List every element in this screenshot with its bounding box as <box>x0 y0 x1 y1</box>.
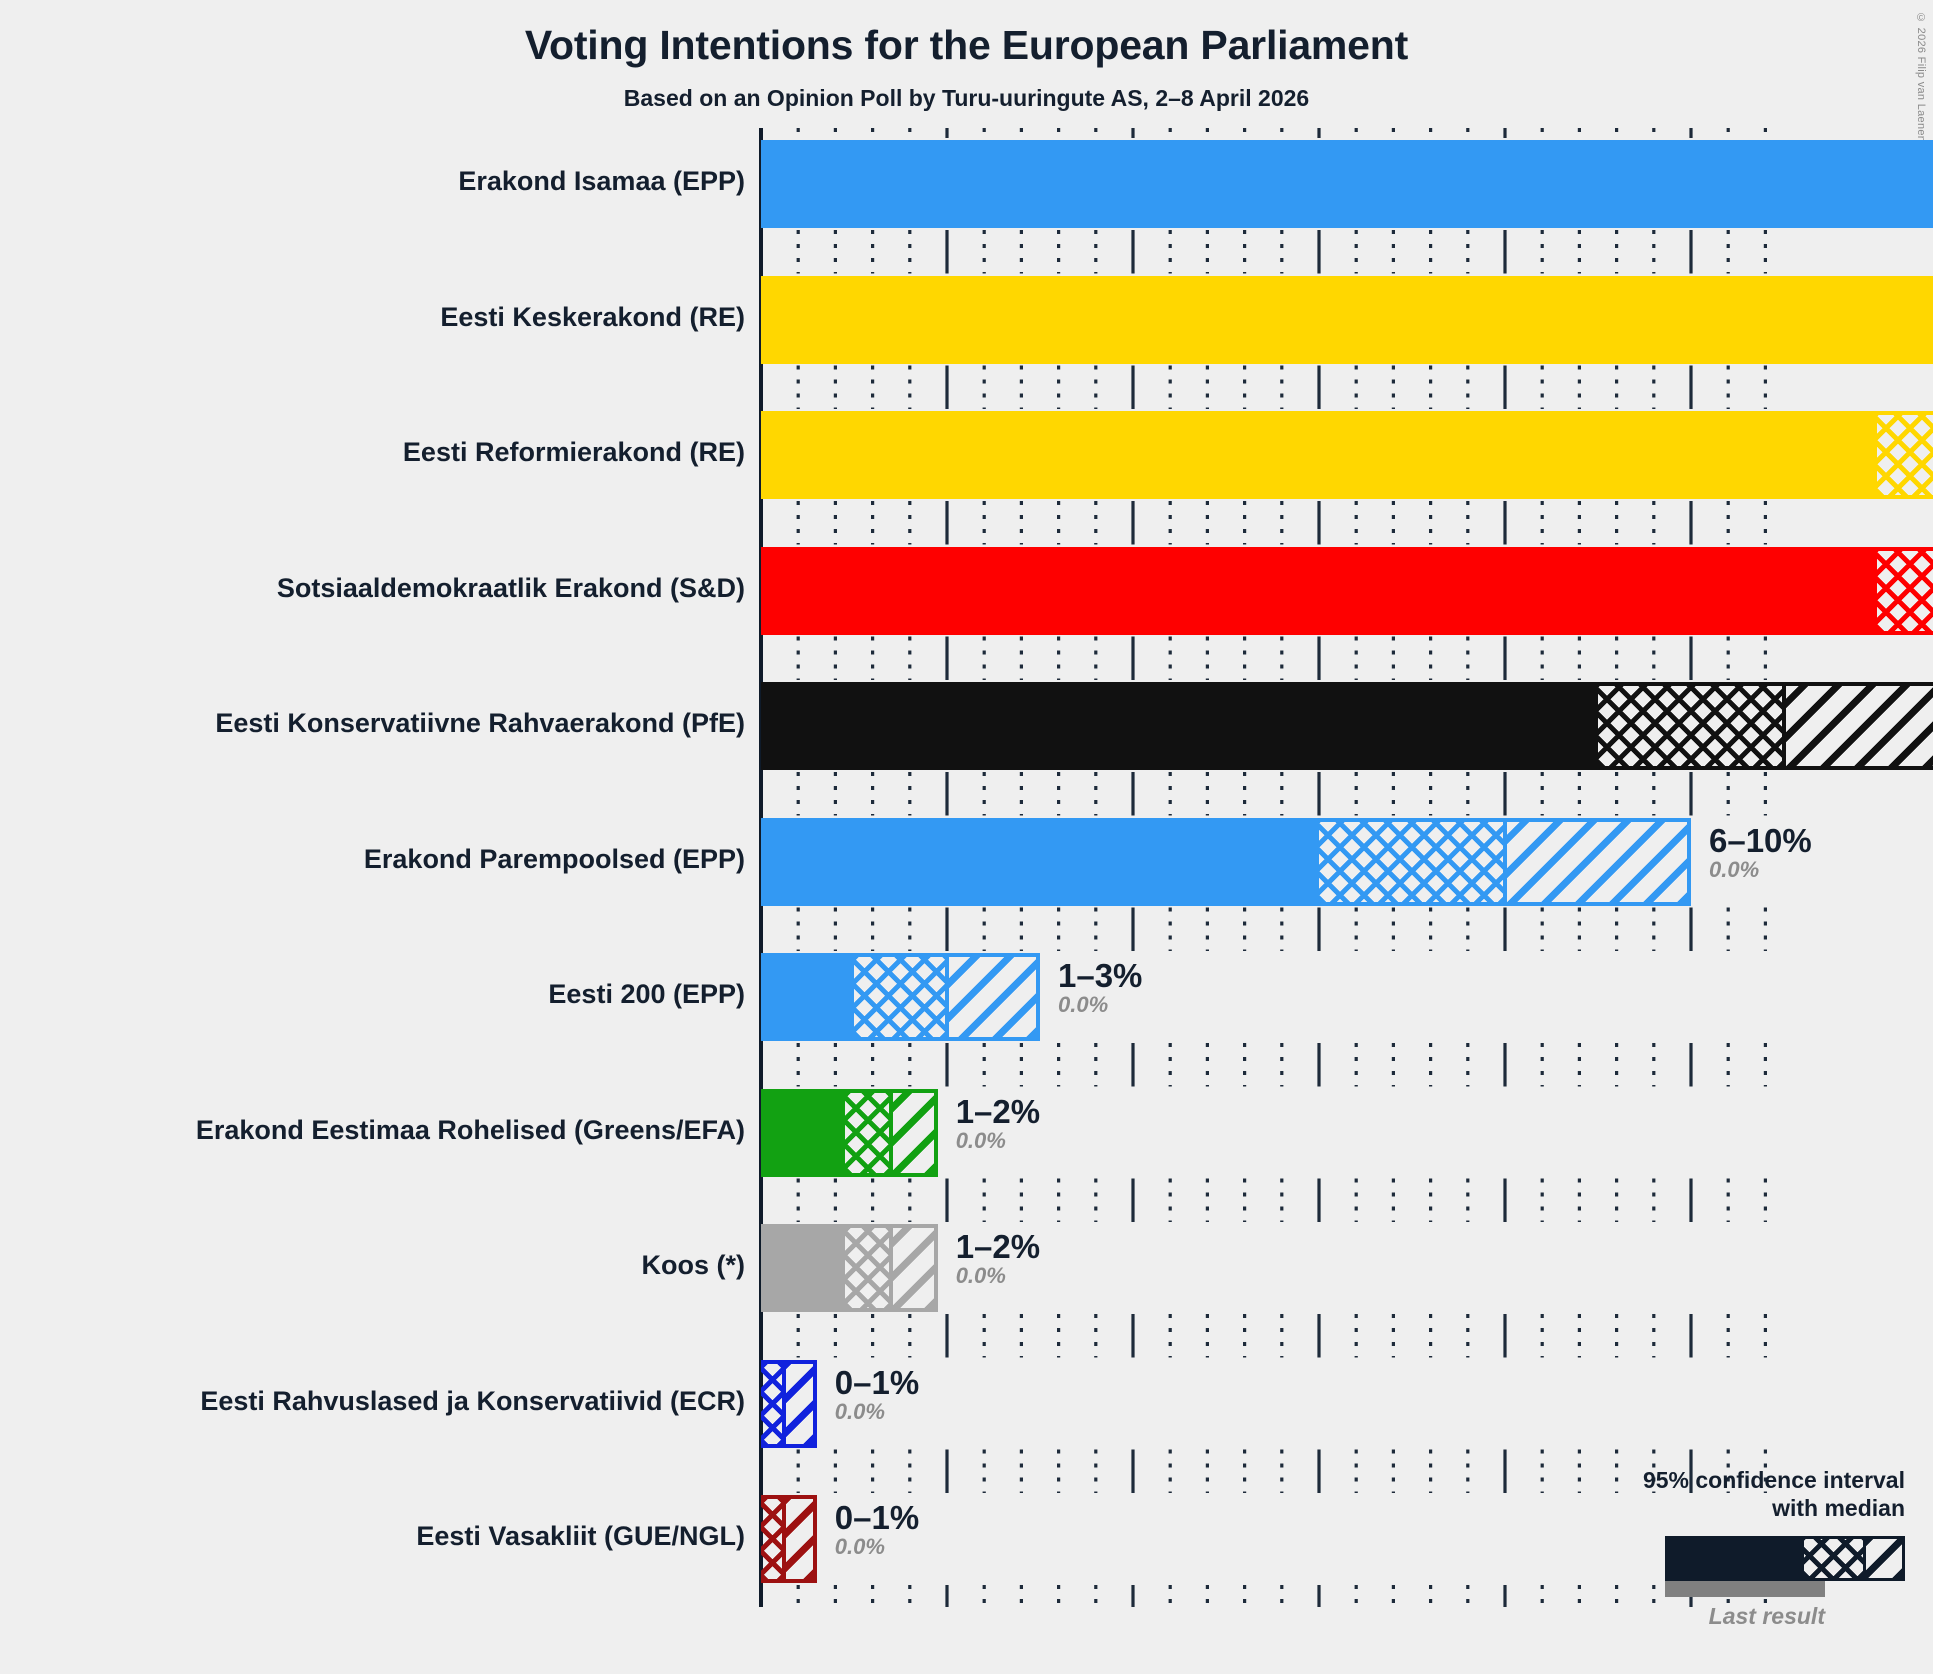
bar-solid-segment <box>761 275 1933 364</box>
legend-crosshatch-segment <box>1801 1539 1863 1578</box>
bar-value-group: 1–3% 0.0% <box>1058 959 1142 1018</box>
bar-diagonal-segment <box>891 1224 938 1312</box>
bar-solid-segment <box>761 140 1933 228</box>
bar-0 <box>761 140 1933 228</box>
bar-label-3: Sotsiaaldemokraatlik Erakond (S&D) <box>276 572 745 603</box>
bar-label-1: Eesti Keskerakond (RE) <box>440 301 745 332</box>
bar-9 <box>761 1359 817 1448</box>
bar-5 <box>761 817 1691 906</box>
bar-3 <box>761 546 1933 635</box>
bar-range-value: 0–1% <box>834 1499 920 1536</box>
median-marker <box>1782 682 1786 770</box>
bar-value-group: 1–2% 0.0% <box>956 1230 1040 1289</box>
median-marker <box>889 1224 894 1312</box>
bar-value-group: 0–1% 0.0% <box>835 1366 919 1425</box>
bar-solid-segment <box>761 1224 845 1312</box>
legend-line-2: with median <box>1772 1494 1905 1521</box>
bar-label-6: Eesti 200 (EPP) <box>548 979 745 1009</box>
bar-range-value: 0–1% <box>834 1363 920 1401</box>
bar-range-value: 1–2% <box>955 1228 1041 1265</box>
bar-crosshatch-segment <box>1877 411 1933 499</box>
chart-legend: 95% confidence interval with median Last… <box>1485 1466 1905 1630</box>
bar-crosshatch-segment <box>844 1088 892 1177</box>
bar-6 <box>761 953 1040 1041</box>
bar-crosshatch-segment <box>844 1224 892 1312</box>
bar-crosshatch-segment <box>761 1495 785 1583</box>
bar-label-8: Koos (*) <box>641 1250 746 1280</box>
legend-line-1: 95% confidence interval <box>1642 1466 1905 1493</box>
bar-solid-segment <box>761 1088 845 1177</box>
bar-last-result-value: 0.0% <box>834 1398 885 1424</box>
bar-7 <box>761 1088 938 1177</box>
bar-label-2: Eesti Reformierakond (RE) <box>402 437 745 467</box>
bar-10 <box>761 1495 817 1583</box>
bar-2 <box>761 411 1933 499</box>
legend-solid-segment <box>1668 1539 1801 1578</box>
bar-4 <box>761 682 1933 770</box>
bar-diagonal-segment <box>1505 817 1691 906</box>
bar-label-7: Erakond Eestimaa Rohelised (Greens/EFA) <box>195 1114 745 1145</box>
bar-last-result-value: 0.0% <box>834 1534 885 1559</box>
bar-last-result-value: 0.0% <box>955 1263 1006 1288</box>
bar-8 <box>761 1224 938 1312</box>
bar-label-0: Erakond Isamaa (EPP) <box>458 166 745 196</box>
bar-value-group: 6–10% 0.0% <box>1709 824 1812 883</box>
bar-crosshatch-segment <box>761 1359 785 1448</box>
bar-solid-segment <box>761 546 1877 635</box>
bar-diagonal-segment <box>784 1495 817 1583</box>
bar-label-10: Eesti Vasakliit (GUE/NGL) <box>416 1521 745 1551</box>
bar-last-result-value: 0.0% <box>1058 992 1109 1017</box>
median-marker <box>1503 817 1507 906</box>
legend-last-result-label: Last result <box>1708 1603 1825 1629</box>
bar-range-value: 1–3% <box>1058 957 1143 994</box>
bar-diagonal-segment <box>784 1359 817 1448</box>
bar-solid-segment <box>761 682 1598 770</box>
bar-range-value: 6–10% <box>1709 821 1812 859</box>
bar-range-value: 1–2% <box>955 1092 1041 1130</box>
bar-label-9: Eesti Rahvuslased ja Konservatiivid (ECR… <box>200 1385 745 1416</box>
bar-value-group: 0–1% 0.0% <box>835 1501 919 1560</box>
legend-ci-bar <box>1485 1536 1905 1581</box>
bar-crosshatch-segment <box>1877 546 1933 635</box>
bar-label-4: Eesti Konservatiivne Rahvaerakond (PfE) <box>215 708 745 738</box>
median-marker <box>782 1495 787 1583</box>
bar-1 <box>761 275 1933 364</box>
bar-solid-segment <box>761 817 1319 906</box>
bar-crosshatch-segment <box>854 953 947 1041</box>
legend-diagonal-segment <box>1862 1539 1902 1578</box>
median-marker <box>889 1088 894 1177</box>
legend-last-result-bar <box>1665 1581 1825 1597</box>
page-subtitle: Based on an Opinion Poll by Turu-uuringu… <box>623 85 1310 111</box>
bar-diagonal-segment <box>947 953 1040 1041</box>
bar-last-result-value: 0.0% <box>955 1127 1006 1153</box>
bar-solid-segment <box>761 411 1877 499</box>
bar-diagonal-segment <box>1784 682 1933 770</box>
bar-last-result-value: 0.0% <box>1709 856 1760 882</box>
page-title: Voting Intentions for the European Parli… <box>524 22 1409 68</box>
bar-solid-segment <box>761 953 854 1041</box>
bar-diagonal-segment <box>891 1088 938 1177</box>
bar-label-5: Erakond Parempoolsed (EPP) <box>363 843 745 874</box>
median-marker <box>782 1359 787 1448</box>
bar-crosshatch-segment <box>1598 682 1784 770</box>
median-marker <box>945 953 949 1041</box>
bar-value-group: 1–2% 0.0% <box>956 1095 1040 1154</box>
copyright-notice: © 2026 Filip van Laenen <box>1915 12 1927 143</box>
bar-crosshatch-segment <box>1319 817 1505 906</box>
